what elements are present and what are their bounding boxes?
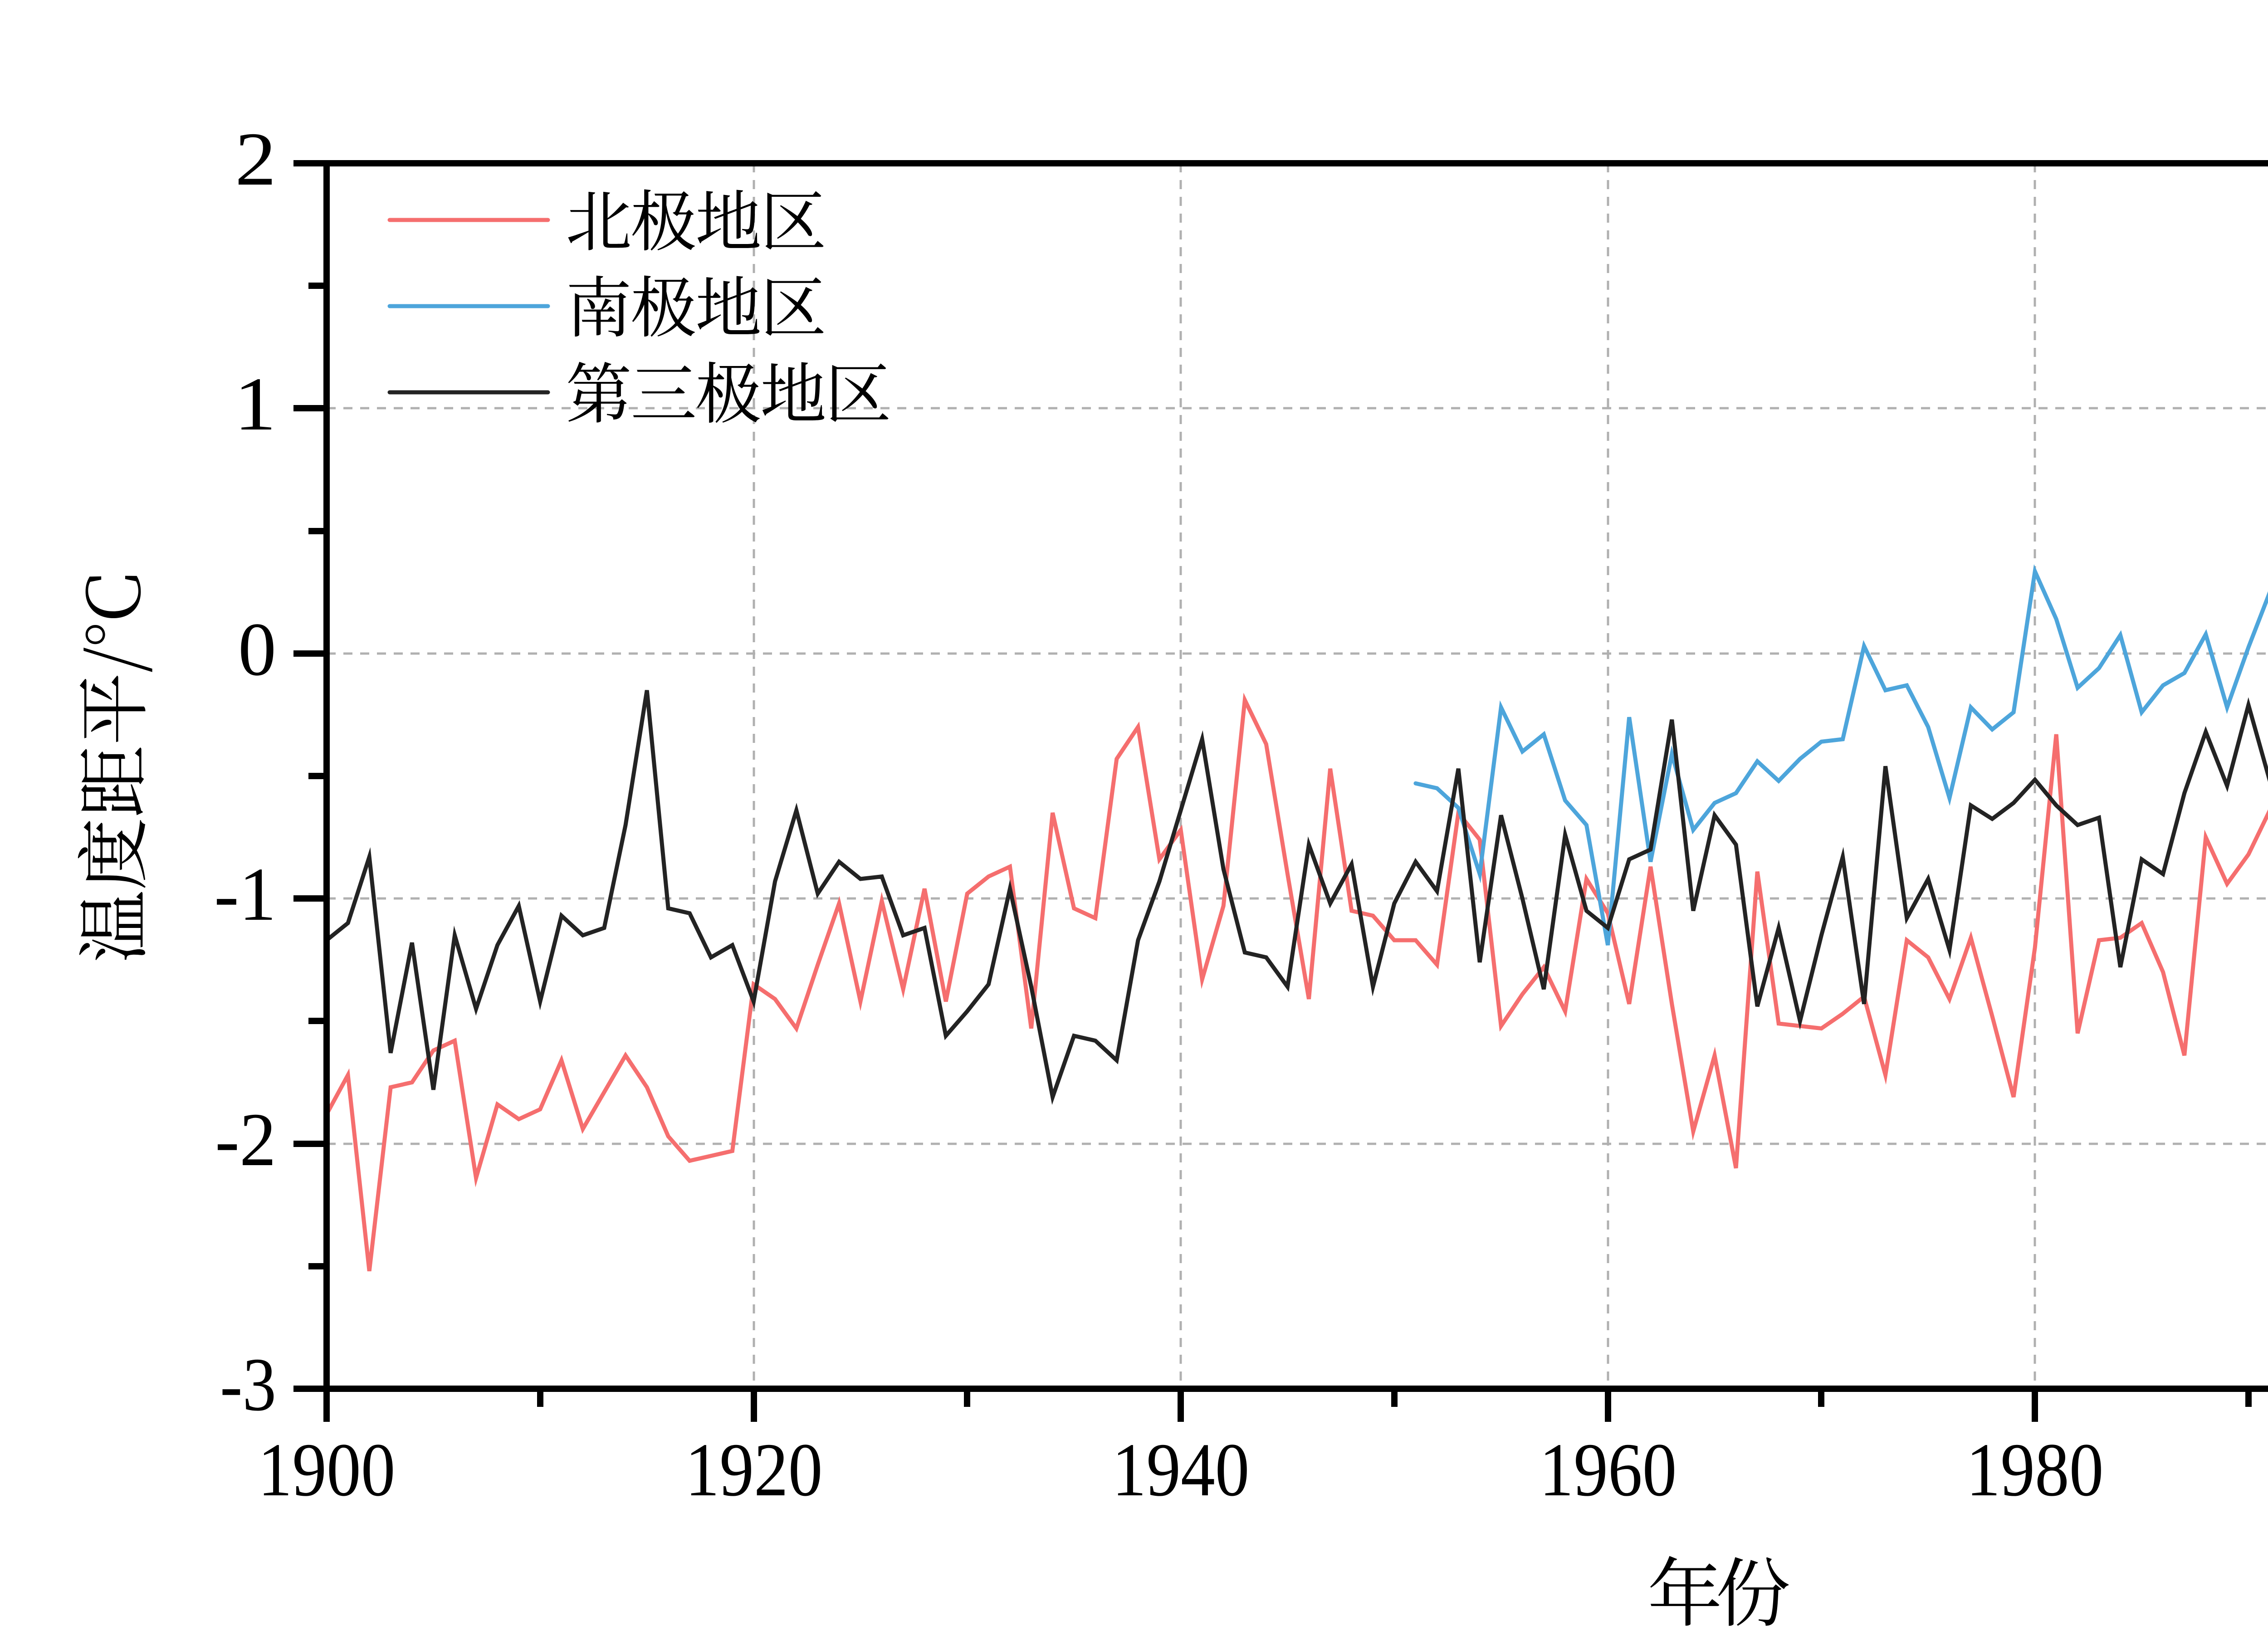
svg-text:1920: 1920 xyxy=(685,1428,823,1512)
svg-text:0: 0 xyxy=(238,607,276,692)
svg-text:-3: -3 xyxy=(220,1342,276,1427)
svg-text:1940: 1940 xyxy=(1112,1428,1250,1512)
svg-text:-2: -2 xyxy=(215,1098,276,1182)
svg-text:1960: 1960 xyxy=(1540,1428,1677,1512)
svg-text:1980: 1980 xyxy=(1966,1428,2104,1512)
svg-text:1: 1 xyxy=(234,362,276,446)
svg-text:2: 2 xyxy=(235,117,276,201)
svg-text:1900: 1900 xyxy=(258,1428,396,1512)
svg-text:-1: -1 xyxy=(214,852,276,937)
